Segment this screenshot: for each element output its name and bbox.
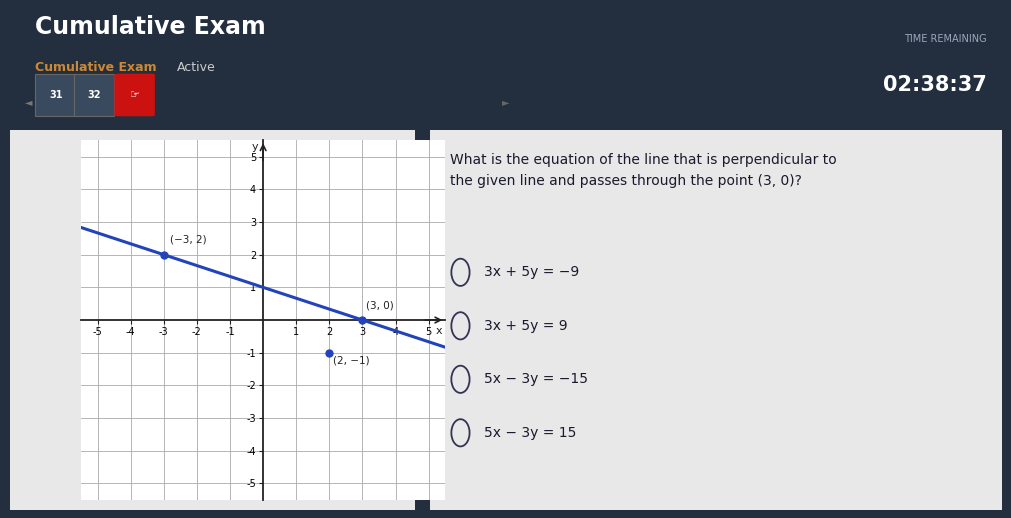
Text: Cumulative Exam: Cumulative Exam [35,15,266,39]
FancyBboxPatch shape [35,74,76,116]
Text: Active: Active [177,61,215,74]
Text: 31: 31 [49,90,63,100]
Text: 32: 32 [87,90,101,100]
Text: (2, −1): (2, −1) [333,356,369,366]
Text: (−3, 2): (−3, 2) [170,235,207,245]
Text: 3x + 5y = 9: 3x + 5y = 9 [483,319,567,333]
Text: What is the equation of the line that is perpendicular to
the given line and pas: What is the equation of the line that is… [450,153,836,188]
FancyBboxPatch shape [430,130,1001,510]
Text: TIME REMAINING: TIME REMAINING [903,34,986,44]
FancyBboxPatch shape [74,74,114,116]
FancyBboxPatch shape [10,130,415,510]
Text: (3, 0): (3, 0) [365,300,393,310]
Text: y: y [252,142,258,152]
Text: 02:38:37: 02:38:37 [882,76,986,95]
Text: Cumulative Exam: Cumulative Exam [35,61,157,74]
Text: 3x + 5y = −9: 3x + 5y = −9 [483,265,578,279]
Text: 5x − 3y = −15: 5x − 3y = −15 [483,372,587,386]
Text: ►: ► [501,97,510,107]
Text: ◄: ◄ [25,97,32,107]
Text: x: x [435,326,442,337]
Text: ☞: ☞ [129,90,140,100]
Text: 5x − 3y = 15: 5x − 3y = 15 [483,426,575,440]
FancyBboxPatch shape [114,74,155,116]
